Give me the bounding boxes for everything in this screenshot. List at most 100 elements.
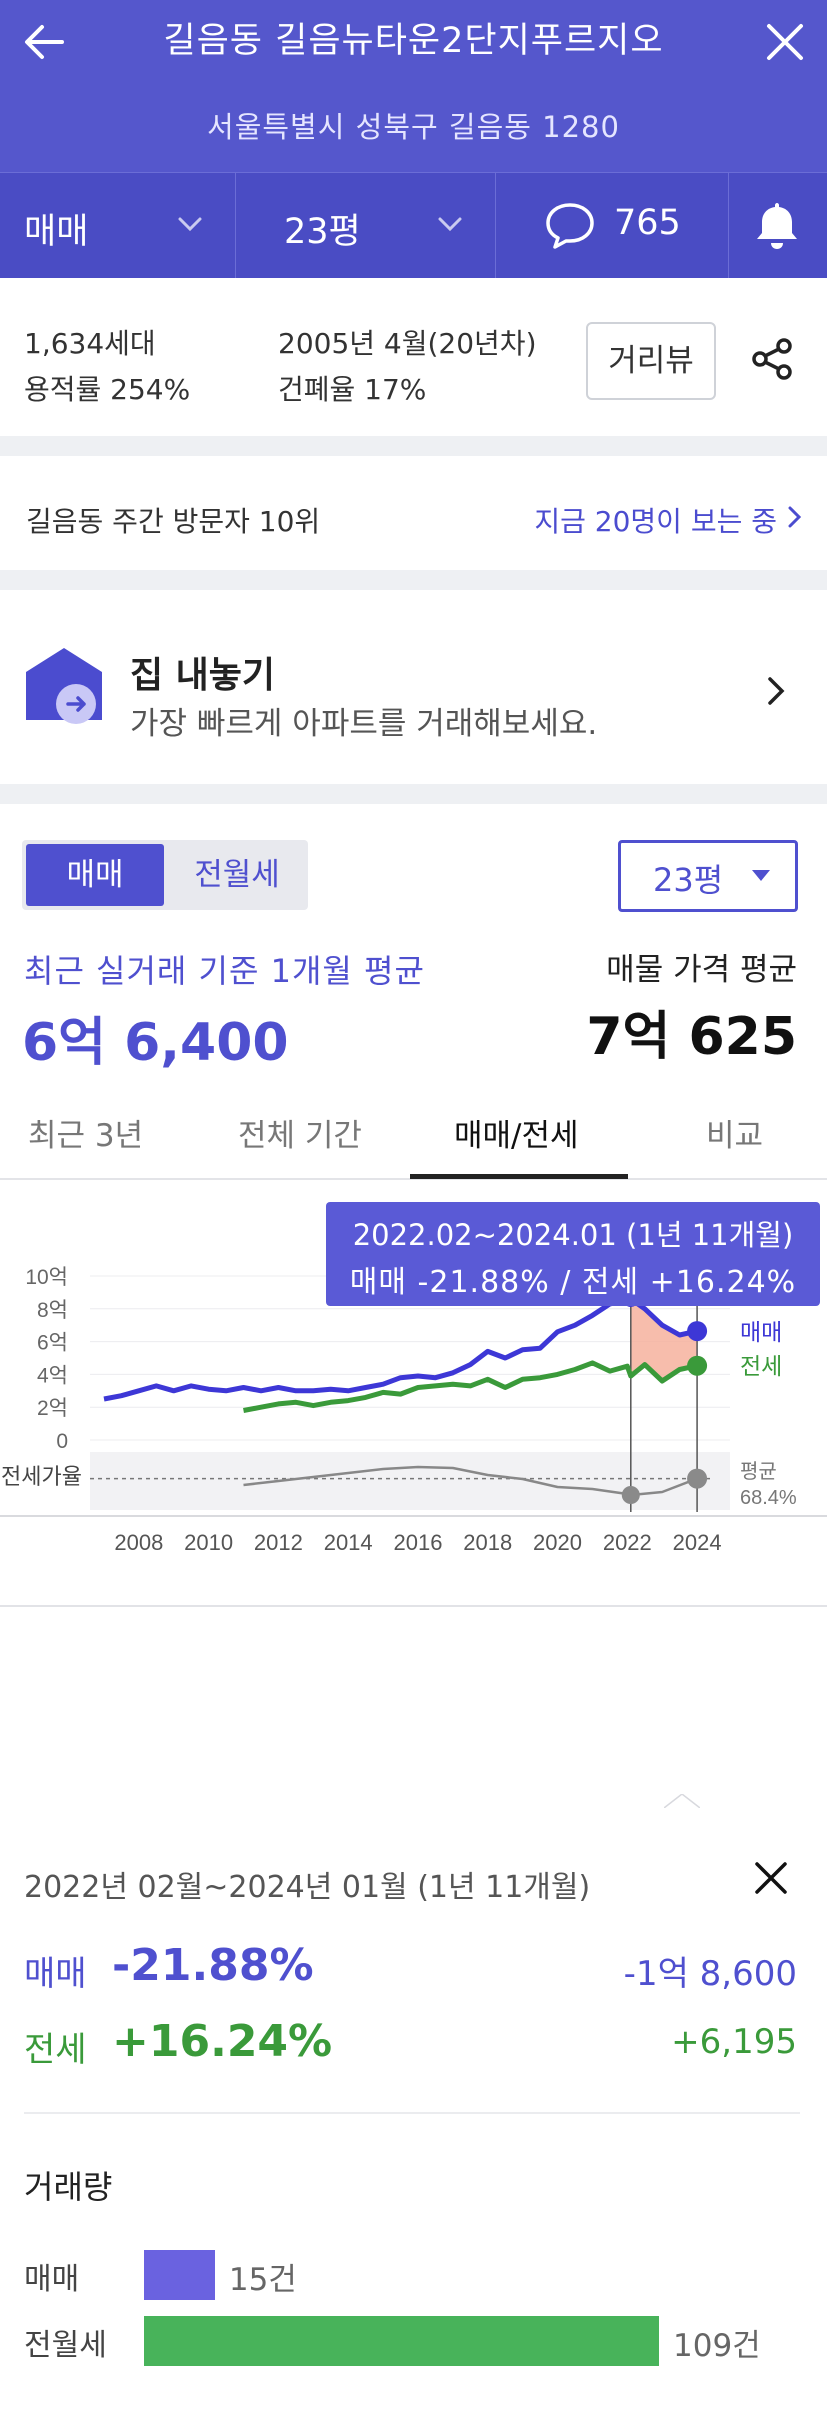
volume-rent-count: 109건 xyxy=(673,2328,761,2364)
y-tick-label: 0 xyxy=(56,1430,68,1453)
x-tick-label: 2012 xyxy=(254,1530,303,1555)
complex-info: 1,634세대 용적률 254% 2005년 4월(20년차) 건폐율 17% … xyxy=(0,278,827,436)
volume-rent-label: 전월세 xyxy=(24,2328,107,2363)
sale-pct: -21.88% xyxy=(112,1940,314,1991)
notification-button[interactable] xyxy=(729,173,827,279)
jeonse-pct: +16.24% xyxy=(112,2016,333,2067)
sale-end-dot xyxy=(687,1321,708,1342)
toggle-rent[interactable]: 전월세 xyxy=(194,857,280,893)
toggle-sale[interactable]: 매매 xyxy=(26,844,164,906)
tab-all-period[interactable]: 전체 기간 xyxy=(238,1118,362,1154)
jeonse-line xyxy=(243,1360,698,1413)
volume-sale-label: 매매 xyxy=(24,2262,80,2297)
highlight-gap-area xyxy=(630,1299,698,1381)
size-select[interactable]: 23평 xyxy=(618,840,798,912)
close-icon xyxy=(767,24,803,60)
x-tick-label: 2016 xyxy=(393,1530,442,1555)
tab-recent-3y[interactable]: 최근 3년 xyxy=(28,1118,144,1154)
x-tick-label: 2020 xyxy=(533,1530,582,1555)
ratio-axis-label: 전세가율 xyxy=(1,1465,82,1490)
list-home-title: 집 내놓기 xyxy=(130,655,276,696)
x-tick-label: 2024 xyxy=(673,1530,722,1555)
x-tick-label: 2014 xyxy=(324,1530,373,1555)
pointer-notch xyxy=(664,1794,700,1808)
price-section: 매매 전월세 23평 최근 실거래 기준 1개월 평균 6억 6,400 매물 … xyxy=(0,804,827,1806)
period-tabs: 최근 3년 전체 기간 매매/전세 비교 xyxy=(0,1090,827,1180)
x-tick-label: 2008 xyxy=(114,1530,163,1555)
jeonse-amount: +6,195 xyxy=(671,2022,797,2062)
chevron-right-icon xyxy=(768,677,785,705)
viewing-now: 지금 20명이 보는 중 xyxy=(534,505,777,538)
y-tick-label: 4억 xyxy=(37,1364,68,1387)
detail-range: 2022년 02월~2024년 01월 (1년 11개월) xyxy=(24,1870,591,1905)
tab-compare[interactable]: 비교 xyxy=(706,1118,764,1154)
chevron-right-icon xyxy=(788,506,802,528)
households: 1,634세대 xyxy=(24,327,156,360)
share-icon xyxy=(752,338,792,380)
list-home-subtitle: 가장 빠르게 아파트를 거래해보세요. xyxy=(130,706,598,742)
close-button[interactable] xyxy=(757,14,813,70)
sale-line xyxy=(103,1296,698,1402)
floor-area-ratio: 용적률 254% xyxy=(24,373,191,406)
size-label: 23평 xyxy=(284,212,361,252)
volume-title: 거래량 xyxy=(24,2168,113,2206)
divider xyxy=(24,2112,800,2114)
tooltip-change: 매매 -21.88% / 전세 +16.24% xyxy=(349,1265,797,1300)
ratio-start-dot xyxy=(621,1486,640,1504)
x-tick-label: 2022 xyxy=(603,1530,652,1555)
tab-sale-jeonse[interactable]: 매매/전세 xyxy=(454,1118,579,1154)
chat-bubble-icon xyxy=(546,203,594,249)
ratio-average-label: 평균 xyxy=(740,1459,777,1483)
ratio-average-value: 68.4% xyxy=(740,1487,797,1509)
sale-series-label: 매매 xyxy=(740,1320,782,1346)
comment-count: 765 xyxy=(614,203,681,243)
size-select-value: 23평 xyxy=(653,861,724,899)
volume-sale-count: 15건 xyxy=(228,2262,297,2298)
x-tick-label: 2018 xyxy=(463,1530,512,1555)
jeonse-series-label: 전세 xyxy=(740,1354,782,1380)
street-view-button[interactable]: 거리뷰 xyxy=(586,322,716,400)
arrow-left-icon xyxy=(25,25,64,59)
caret-down-icon xyxy=(752,870,770,881)
share-button[interactable] xyxy=(748,334,798,384)
y-tick-label: 2억 xyxy=(37,1397,68,1420)
y-tick-label: 6억 xyxy=(37,1332,68,1355)
ratio-band xyxy=(90,1452,730,1510)
recent-avg-value: 6억 6,400 xyxy=(22,1013,289,1073)
jeonse-label: 전세 xyxy=(24,2030,87,2070)
building-coverage: 건폐율 17% xyxy=(278,373,427,406)
volume-sale-bar xyxy=(144,2250,215,2300)
asking-avg-value: 7억 625 xyxy=(586,1007,797,1067)
active-tab-indicator xyxy=(410,1174,628,1179)
ratio-end-dot xyxy=(687,1468,708,1489)
back-button[interactable] xyxy=(18,14,74,70)
visitor-banner[interactable]: 길음동 주간 방문자 10위 지금 20명이 보는 중 xyxy=(0,456,827,570)
house-icon xyxy=(26,648,102,724)
trade-toggle: 매매 전월세 xyxy=(22,840,308,910)
jeonse-end-dot xyxy=(687,1355,708,1376)
chevron-down-icon xyxy=(438,217,462,232)
page-title: 길음동 길음뉴타운2단지푸르지오 xyxy=(163,21,664,61)
close-icon[interactable] xyxy=(751,1858,791,1898)
tooltip-range: 2022.02~2024.01 (1년 11개월) xyxy=(352,1218,794,1252)
volume-rent-bar xyxy=(144,2316,659,2366)
change-detail: 2022년 02월~2024년 01월 (1년 11개월) 매매 -21.88%… xyxy=(0,1794,827,2423)
app-header: 길음동 길음뉴타운2단지푸르지오 서울특별시 성북구 길음동 1280 매매 2… xyxy=(0,0,827,279)
sale-amount: -1억 8,600 xyxy=(623,1954,797,1994)
trade-type-dropdown[interactable]: 매매 xyxy=(0,173,236,279)
chevron-down-icon xyxy=(178,217,202,232)
sale-label: 매매 xyxy=(24,1954,87,1994)
y-tick-label: 10억 xyxy=(25,1266,68,1289)
chart-tooltip: 2022.02~2024.01 (1년 11개월) 매매 -21.88% / 전… xyxy=(326,1202,820,1306)
size-dropdown[interactable]: 23평 xyxy=(236,173,496,279)
built-year: 2005년 4월(20년차) xyxy=(278,327,537,360)
recent-avg-label: 최근 실거래 기준 1개월 평균 xyxy=(24,952,425,990)
list-home-banner[interactable]: 집 내놓기 가장 빠르게 아파트를 거래해보세요. xyxy=(0,590,827,784)
filter-bar: 매매 23평 765 xyxy=(0,172,827,279)
bell-icon xyxy=(757,203,797,249)
visitor-rank: 길음동 주간 방문자 10위 xyxy=(26,505,321,538)
comments-button[interactable]: 765 xyxy=(496,173,729,279)
trade-type-label: 매매 xyxy=(24,212,89,252)
address: 서울특별시 성북구 길음동 1280 xyxy=(207,110,620,144)
asking-avg-label: 매물 가격 평균 xyxy=(606,952,797,988)
